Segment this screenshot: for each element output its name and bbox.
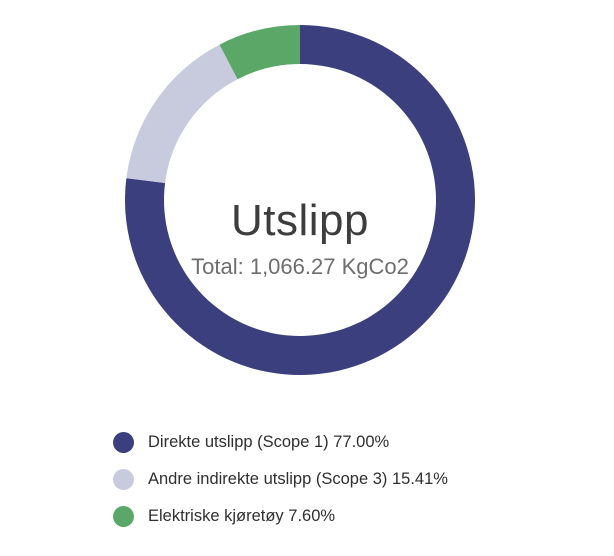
legend-dot-icon: [113, 505, 134, 527]
donut-chart: [125, 25, 476, 375]
legend-item[interactable]: Andre indirekte utslipp (Scope 3) 15.41%: [113, 468, 448, 490]
chart-legend: Direkte utslipp (Scope 1) 77.00% Andre in…: [113, 431, 448, 542]
legend-label: Elektriske kjøretøy 7.60%: [148, 506, 336, 525]
legend-dot-icon: [113, 468, 134, 490]
donut-segment[interactable]: [126, 44, 238, 184]
chart-total-subtitle: Total: 1,066.27 KgCo2: [191, 254, 409, 279]
legend-item[interactable]: Direkte utslipp (Scope 1) 77.00%: [113, 431, 448, 453]
legend-dot-icon: [113, 431, 134, 453]
chart-title: Utslipp: [231, 196, 369, 245]
legend-label: Andre indirekte utslipp (Scope 3) 15.41%: [148, 469, 448, 488]
legend-label: Direkte utslipp (Scope 1) 77.00%: [148, 432, 390, 451]
donut-segment[interactable]: [219, 25, 300, 80]
legend-item[interactable]: Elektriske kjøretøy 7.60%: [113, 505, 448, 527]
